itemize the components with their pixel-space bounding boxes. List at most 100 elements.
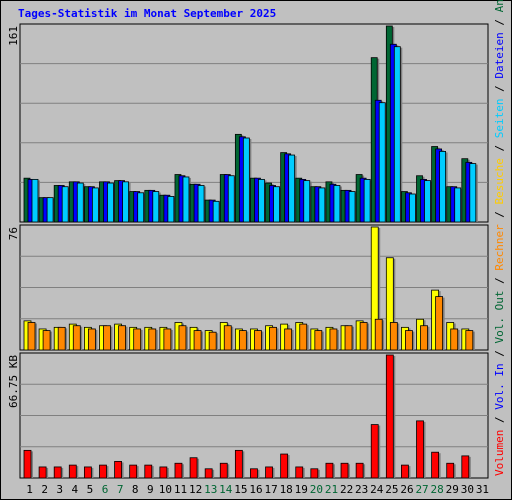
side-legend-segment-3: /	[493, 344, 506, 364]
x-tick-label-day-22: 22	[340, 483, 353, 496]
bar-visits-rechner-day-2	[42, 330, 51, 351]
x-tick-label-day-19: 19	[295, 483, 308, 496]
bar-volume-volumen-day-30	[461, 455, 470, 479]
bar-requests-seiten-day-28	[439, 150, 447, 223]
bar-requests-seiten-day-9	[152, 191, 160, 223]
bar-requests-seiten-day-19	[303, 180, 311, 223]
bar-volume-volumen-day-4	[68, 464, 77, 479]
bar-visits-rechner-day-10	[163, 328, 172, 351]
bar-volume-volumen-day-6	[99, 464, 107, 479]
bar-requests-seiten-day-23	[363, 178, 371, 223]
bar-visits-rechner-day-15	[238, 330, 247, 351]
bar-visits-rechner-day-24	[374, 318, 383, 351]
bar-requests-seiten-day-29	[454, 187, 462, 223]
bar-volume-volumen-day-11	[174, 462, 183, 479]
x-tick-label-day-7: 7	[117, 483, 124, 496]
x-tick-label-day-12: 12	[189, 483, 202, 496]
x-tick-label-day-20: 20	[310, 483, 323, 496]
x-tick-label-day-18: 18	[280, 483, 293, 496]
x-tick-label-day-10: 10	[159, 483, 172, 496]
bar-visits-rechner-day-7	[118, 325, 126, 351]
x-tick-label-day-29: 29	[446, 483, 459, 496]
bar-visits-besuche-day-24	[370, 226, 379, 351]
bar-visits-rechner-day-19	[299, 323, 308, 351]
bar-requests-seiten-day-11	[182, 176, 190, 223]
bar-volume-volumen-day-13	[204, 468, 213, 479]
bar-visits-rechner-day-14	[223, 325, 232, 351]
bar-volume-volumen-day-20	[310, 468, 319, 479]
side-legend-segment-9: /	[493, 138, 506, 158]
grid-lines	[20, 63, 488, 448]
bar-volume-volumen-day-14	[219, 462, 228, 479]
bar-visits-rechner-day-13	[208, 331, 217, 351]
y-axis-max-label-volume: 66.75 KB	[7, 355, 20, 408]
side-legend-segment-0: Volumen	[493, 430, 506, 476]
bar-visits-rechner-day-25	[389, 322, 398, 351]
bar-visits-rechner-day-11	[178, 325, 187, 351]
bar-volume-volumen-day-2	[38, 466, 47, 479]
bar-visits-rechner-day-26	[405, 330, 413, 351]
side-legend: Volumen / Vol. In / Vol. Out / Rechner /…	[493, 0, 506, 476]
x-tick-label-day-21: 21	[325, 483, 338, 496]
bar-volume-volumen-day-21	[325, 462, 334, 479]
x-tick-label-day-11: 11	[174, 483, 187, 496]
bar-volume-volumen-day-27	[416, 420, 424, 479]
bar-volume-volumen-day-5	[83, 466, 92, 479]
bar-visits-rechner-day-22	[344, 325, 353, 351]
x-tick-label-day-1: 1	[26, 483, 33, 496]
x-tick-label-day-2: 2	[41, 483, 48, 496]
x-axis-day-labels: 1 2 3 4 5 6 7 8 9 10 11 12 13 14 15 16 17 18 19 20 21 22 23 24 2…	[26, 483, 489, 496]
bar-visits-rechner-day-12	[193, 330, 202, 351]
bar-requests-seiten-day-13	[212, 200, 220, 223]
x-tick-label-day-31: 31	[476, 483, 489, 496]
side-legend-segment-10: Seiten	[493, 98, 506, 138]
bar-volume-volumen-day-9	[144, 464, 153, 479]
y-axis-max-label-requests: 161	[7, 26, 20, 46]
x-tick-label-day-30: 30	[461, 483, 474, 496]
bar-requests-seiten-day-24	[378, 102, 386, 223]
bar-requests-seiten-day-5	[91, 187, 99, 223]
bar-requests-seiten-day-10	[167, 196, 175, 223]
bar-requests-seiten-day-16	[258, 178, 265, 223]
bar-volume-volumen-day-28	[431, 451, 440, 479]
bar-requests-seiten-day-4	[76, 182, 84, 223]
bar-visits-rechner-day-6	[103, 325, 111, 351]
side-legend-segment-11: /	[493, 79, 506, 99]
x-tick-label-day-24: 24	[370, 483, 384, 496]
side-legend-segment-5: /	[493, 271, 506, 291]
side-legend-segment-13: /	[493, 12, 506, 32]
bar-volume-volumen-day-3	[53, 466, 62, 479]
x-tick-label-day-28: 28	[431, 483, 444, 496]
bar-visits-rechner-day-3	[57, 326, 66, 351]
x-tick-label-day-16: 16	[249, 483, 262, 496]
bar-requests-seiten-day-1	[31, 178, 39, 223]
bar-requests-seiten-day-21	[333, 185, 341, 223]
bar-requests-seiten-day-3	[61, 186, 69, 223]
bar-volume-volumen-day-15	[234, 449, 243, 479]
x-tick-label-day-8: 8	[132, 483, 139, 496]
bar-requests-seiten-day-2	[46, 197, 54, 223]
x-tick-label-day-9: 9	[147, 483, 154, 496]
y-axis-max-label-visits: 76	[7, 227, 20, 240]
bar-requests-seiten-day-7	[122, 181, 129, 223]
x-tick-label-day-27: 27	[415, 483, 428, 496]
bar-volume-volumen-day-24	[370, 424, 379, 479]
bar-volume-volumen-day-23	[355, 462, 364, 479]
side-legend-segment-8: Besuche	[493, 158, 506, 204]
bar-visits-rechner-day-27	[420, 325, 428, 351]
bar-visits-rechner-day-30	[465, 330, 474, 351]
bar-requests-seiten-day-18	[288, 154, 296, 223]
bar-requests-seiten-day-17	[273, 186, 280, 223]
bar-visits-rechner-day-5	[87, 328, 96, 351]
bar-visits-rechner-day-9	[148, 328, 157, 351]
bar-requests-seiten-day-30	[469, 163, 477, 223]
bar-volume-volumen-day-12	[189, 457, 198, 479]
bar-volume-volumen-day-19	[295, 466, 304, 479]
side-legend-segment-7: /	[493, 204, 506, 224]
bar-requests-seiten-day-8	[137, 192, 145, 223]
bar-volume-volumen-day-25	[385, 354, 394, 479]
x-tick-label-day-14: 14	[219, 483, 233, 496]
